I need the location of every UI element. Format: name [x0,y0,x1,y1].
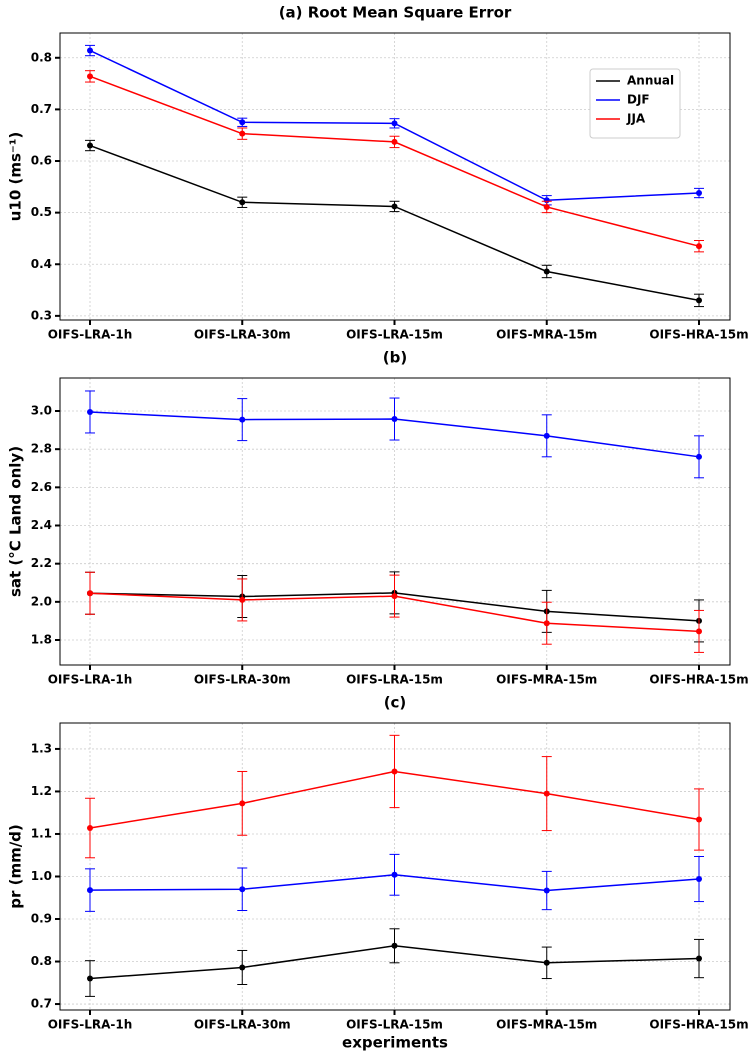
legend-box [589,68,681,139]
point [391,138,398,145]
y-tick-label: 0.6 [31,154,52,168]
point [391,942,398,949]
panel-title: (c) [384,694,407,712]
point [543,790,550,797]
point [239,199,246,206]
point [543,959,550,966]
point [543,268,550,275]
x-tick-label: OIFS-HRA-15m [649,673,748,687]
point [543,887,550,894]
y-tick-label: 1.8 [31,633,52,647]
x-tick-label: OIFS-MRA-15m [496,673,597,687]
x-tick-label: OIFS-HRA-15m [649,328,748,342]
point [239,119,246,126]
point [543,203,550,210]
y-tick-label: 2.0 [31,594,52,608]
point [239,886,246,893]
y-axis-label: pr (mm/d) [7,824,25,909]
y-tick-label: 0.9 [31,912,52,926]
y-tick-label: 2.8 [31,442,52,456]
point [696,453,702,460]
y-axis-label: u10 (ms⁻¹) [7,132,25,222]
point [87,590,93,597]
y-tick-label: 1.0 [31,869,52,883]
y-tick-label: 1.2 [31,784,52,798]
legend-label: JJA [626,112,646,126]
legend-label: DJF [627,93,650,107]
x-tick-label: OIFS-MRA-15m [496,328,597,342]
x-tick-label: OIFS-LRA-15m [346,1018,443,1032]
point [696,876,702,883]
plot-frame [59,722,731,1011]
point [696,297,702,304]
x-tick-label: OIFS-LRA-1h [48,328,133,342]
point [239,964,246,971]
x-tick-label: OIFS-LRA-15m [346,673,443,687]
point [391,593,398,600]
point [239,416,246,423]
point [696,955,702,962]
plot-frame [59,377,731,666]
panel-title: (a) Root Mean Square Error [279,4,512,22]
y-tick-label: 2.6 [31,480,52,494]
point [87,73,93,80]
point [696,628,702,635]
point [696,190,702,197]
y-tick-label: 3.0 [31,404,52,418]
x-tick-label: OIFS-MRA-15m [496,1018,597,1032]
y-tick-label: 0.8 [31,50,52,64]
y-tick-label: 0.8 [31,954,52,968]
point [87,142,93,149]
y-tick-label: 0.5 [31,205,52,219]
x-tick-label: OIFS-LRA-1h [48,673,133,687]
y-tick-label: 2.2 [31,556,52,570]
point [391,416,398,423]
point [391,203,398,210]
x-tick-label: OIFS-LRA-1h [48,1018,133,1032]
point [239,800,246,807]
x-tick-label: OIFS-LRA-30m [194,1018,291,1032]
point [543,620,550,627]
plot-frame [59,32,731,321]
x-tick-label: OIFS-LRA-30m [194,328,291,342]
point [87,825,93,832]
x-tick-label: OIFS-LRA-30m [194,673,291,687]
y-tick-label: 1.1 [31,826,52,840]
panel-title: (b) [383,349,407,367]
x-tick-label: OIFS-LRA-15m [346,328,443,342]
x-tick-label: OIFS-HRA-15m [649,1018,748,1032]
point [87,408,93,415]
y-tick-label: 0.7 [31,102,52,116]
point [239,130,246,137]
point [391,871,398,878]
y-tick-label: 1.3 [31,741,52,755]
point [391,120,398,127]
point [239,596,246,603]
point [87,975,93,982]
legend-label: Annual [627,74,674,88]
x-axis-label: experiments [342,1034,448,1052]
y-tick-label: 0.3 [31,308,52,322]
point [87,887,93,894]
point [696,816,702,823]
y-axis-label: sat (°C Land only) [7,446,25,597]
point [391,768,398,775]
point [696,243,702,250]
y-tick-label: 0.7 [31,997,52,1011]
point [543,432,550,439]
y-tick-label: 2.4 [31,518,52,532]
point [87,47,93,54]
y-tick-label: 0.4 [31,257,52,271]
